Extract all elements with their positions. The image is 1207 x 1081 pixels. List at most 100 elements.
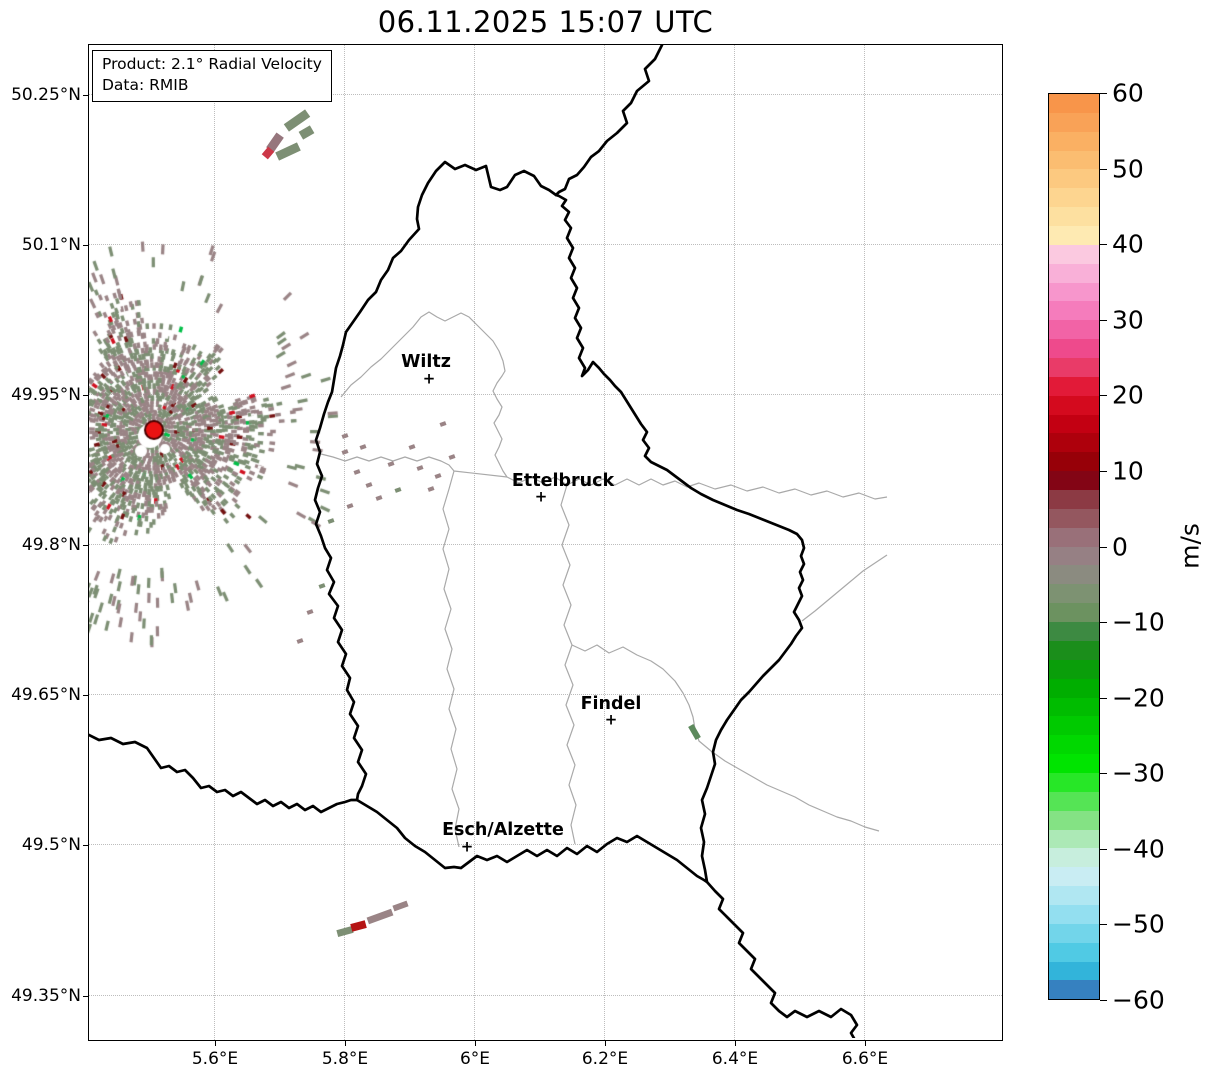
colorbar-band <box>1049 942 1099 962</box>
colorbar-band <box>1049 980 1099 1000</box>
colorbar-band <box>1049 131 1099 151</box>
colorbar-band <box>1049 112 1099 132</box>
colorbar-tickmark <box>1100 168 1107 170</box>
colorbar-band <box>1049 829 1099 849</box>
colorbar-band <box>1049 565 1099 585</box>
colorbar-band <box>1049 659 1099 679</box>
country-borders-layer <box>89 45 888 1038</box>
colorbar-band <box>1049 508 1099 528</box>
colorbar-band <box>1049 603 1099 623</box>
city-marker: + <box>422 369 436 388</box>
colorbar-tick-label: −60 <box>1112 985 1165 1015</box>
colorbar-band <box>1049 471 1099 491</box>
colorbar-tickmark <box>1100 622 1107 624</box>
district-borders <box>320 311 888 848</box>
colorbar-band <box>1049 904 1099 924</box>
y-axis-tick-label: 49.35°N <box>11 985 81 1006</box>
colorbar-band <box>1049 923 1099 943</box>
colorbar-tickmark <box>1100 319 1107 321</box>
colorbar-tickmark <box>1100 1000 1107 1001</box>
city-marker: + <box>534 487 548 506</box>
colorbar-band <box>1049 358 1099 377</box>
colorbar-tickmark <box>1100 470 1107 472</box>
colorbar-band <box>1049 339 1099 359</box>
colorbar-band <box>1049 414 1099 434</box>
colorbar-tick-label: 0 <box>1112 532 1128 561</box>
city-marker: + <box>460 837 474 856</box>
colorbar-band <box>1049 867 1099 887</box>
colorbar-tick-label: 10 <box>1112 456 1144 486</box>
colorbar-tick-label: −40 <box>1112 834 1165 864</box>
city-label: Findel <box>580 694 642 714</box>
y-axis-tick-label: 49.65°N <box>11 685 81 706</box>
x-axis-tickmark <box>215 1041 216 1046</box>
colorbar-band <box>1049 716 1099 736</box>
colorbar-band <box>1049 961 1099 981</box>
colorbar-band <box>1049 697 1099 717</box>
y-axis-tickmark <box>83 995 88 997</box>
x-axis-tickmark <box>345 1041 346 1046</box>
colorbar-band <box>1049 188 1099 208</box>
y-axis-tickmark <box>83 244 88 246</box>
colorbar-band <box>1049 207 1099 227</box>
colorbar-band <box>1049 301 1099 321</box>
y-axis-tick-label: 49.5°N <box>21 835 81 856</box>
radar-velocity-field <box>89 45 1000 1038</box>
x-axis-tickmark <box>605 1041 606 1046</box>
colorbar-band <box>1049 320 1099 340</box>
colorbar-band <box>1049 150 1099 170</box>
city-marker: + <box>604 710 618 729</box>
colorbar-band <box>1049 772 1099 792</box>
map-plot-area: Product: 2.1° Radial Velocity Data: RMIB <box>88 44 1003 1041</box>
colorbar-tickmark <box>1100 697 1107 699</box>
y-axis-tickmark <box>83 394 88 396</box>
x-axis-tickmark <box>865 1041 866 1046</box>
y-axis-tickmark <box>83 695 88 697</box>
colorbar-band <box>1049 622 1099 641</box>
colorbar-band <box>1049 791 1099 811</box>
x-axis-tickmark <box>735 1041 736 1046</box>
colorbar-band <box>1049 886 1099 905</box>
city-label: Esch/Alzette <box>442 820 564 840</box>
national-borders <box>89 45 859 1038</box>
colorbar-tickmark <box>1100 848 1107 850</box>
colorbar-tickmark <box>1100 395 1107 397</box>
product-info-line1: Product: 2.1° Radial Velocity <box>102 55 322 73</box>
colorbar-band <box>1049 527 1099 547</box>
colorbar-tickmark <box>1100 546 1107 548</box>
colorbar-tick-label: 40 <box>1112 229 1144 259</box>
colorbar-tick-label: 60 <box>1112 78 1144 108</box>
colorbar-tick-label: 50 <box>1112 154 1144 184</box>
colorbar-tickmark <box>1100 244 1107 246</box>
y-axis-tickmark <box>83 545 88 546</box>
colorbar-tick-label: 30 <box>1112 305 1144 335</box>
colorbar-band <box>1049 226 1099 245</box>
colorbar-band <box>1049 490 1099 509</box>
x-axis-tick-label: 5.6°E <box>191 1049 239 1069</box>
colorbar-band <box>1049 754 1099 773</box>
city-label: Wiltz <box>401 352 451 372</box>
product-info-box: Product: 2.1° Radial Velocity Data: RMIB <box>92 50 332 102</box>
y-axis-tickmark <box>83 94 88 96</box>
colorbar-band <box>1049 452 1099 472</box>
colorbar-band <box>1049 735 1099 755</box>
colorbar-tickmark <box>1100 773 1107 775</box>
x-axis-tick-label: 6°E <box>459 1049 491 1069</box>
y-axis-tick-label: 50.25°N <box>11 84 81 105</box>
colorbar-band <box>1049 433 1099 453</box>
colorbar-band <box>1049 584 1099 604</box>
colorbar-tick-label: −10 <box>1112 607 1165 637</box>
colorbar-tick-label: −30 <box>1112 758 1165 788</box>
colorbar-band <box>1049 810 1099 830</box>
colorbar-band <box>1049 282 1099 302</box>
colorbar-tickmark <box>1100 924 1107 926</box>
y-axis-tick-label: 50.1°N <box>21 234 81 255</box>
colorbar-tick-label: −50 <box>1112 909 1165 939</box>
colorbar-band <box>1049 244 1099 264</box>
y-axis-tick-label: 49.95°N <box>11 384 81 405</box>
colorbar-band <box>1049 94 1099 113</box>
colorbar-tick-label: −20 <box>1112 683 1165 713</box>
x-axis-tickmark <box>475 1041 476 1046</box>
colorbar-band <box>1049 376 1099 396</box>
